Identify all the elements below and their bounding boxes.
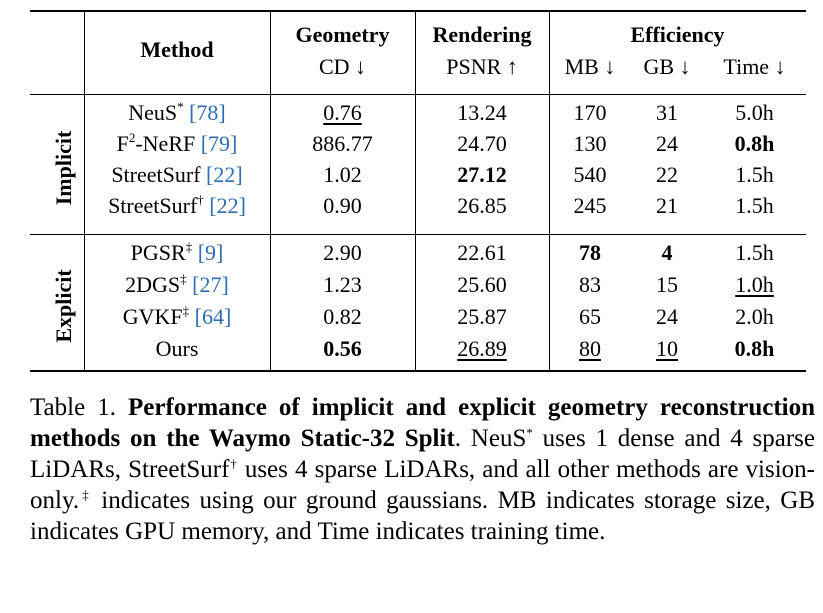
table-row-method: StreetSurf† [22] bbox=[108, 192, 246, 218]
header-method: Method bbox=[140, 37, 214, 62]
table-cell-psnr: 26.85 bbox=[457, 193, 507, 218]
table-cell-time: 0.8h bbox=[734, 336, 775, 361]
table-cell-mb: 80 bbox=[579, 336, 601, 361]
header-psnr: PSNR ↑ bbox=[446, 54, 518, 79]
table-cell-gb: 4 bbox=[661, 240, 673, 265]
table-cell-cd: 0.56 bbox=[323, 336, 362, 361]
table-row-method: Ours bbox=[155, 336, 199, 361]
table-cell-psnr: 24.70 bbox=[457, 131, 507, 156]
table-cell-mb: 83 bbox=[579, 272, 601, 297]
table-cell-psnr: 26.89 bbox=[457, 336, 507, 361]
header-mb: MB ↓ bbox=[564, 54, 616, 79]
table-cell-cd: 0.76 bbox=[323, 100, 362, 125]
vertical-rule-group bbox=[84, 10, 85, 371]
table-cell-gb: 10 bbox=[656, 336, 678, 361]
table-cell-psnr: 22.61 bbox=[457, 240, 507, 265]
header-cd: CD ↓ bbox=[318, 54, 367, 79]
table-cell-mb: 65 bbox=[579, 304, 601, 329]
header-rule bbox=[30, 94, 806, 95]
table-bottom-rule bbox=[30, 370, 806, 372]
table-cell-mb: 130 bbox=[573, 131, 607, 156]
table-cell-time: 1.5h bbox=[735, 162, 774, 187]
group-label-explicit: Explicit bbox=[51, 269, 76, 343]
table-cell-time: 1.0h bbox=[735, 272, 774, 297]
table-row-method: PGSR‡ [9] bbox=[130, 239, 224, 265]
header-rendering: Rendering bbox=[432, 22, 532, 47]
table-caption: Table 1. Performance of implicit and exp… bbox=[30, 394, 815, 545]
table-top-rule bbox=[30, 10, 806, 12]
table-row-method: F2-NeRF [79] bbox=[116, 130, 238, 156]
table-cell-gb: 22 bbox=[656, 162, 678, 187]
table-cell-gb: 31 bbox=[656, 100, 678, 125]
table-cell-cd: 886.77 bbox=[312, 131, 373, 156]
caption-prefix: Table 1. bbox=[30, 394, 116, 421]
table-cell-time: 1.5h bbox=[735, 240, 774, 265]
table-cell-cd: 0.90 bbox=[323, 193, 362, 218]
table-cell-cd: 0.82 bbox=[323, 304, 362, 329]
table-cell-mb: 78 bbox=[579, 240, 601, 265]
table-row-method: 2DGS‡ [27] bbox=[125, 271, 229, 297]
table-cell-psnr: 25.87 bbox=[457, 304, 507, 329]
vertical-rule-method bbox=[270, 10, 271, 371]
table-cell-time: 1.5h bbox=[735, 193, 774, 218]
table-cell-time: 2.0h bbox=[735, 304, 774, 329]
table-cell-psnr: 25.60 bbox=[457, 272, 507, 297]
table-cell-gb: 24 bbox=[656, 131, 678, 156]
table-cell-cd: 1.23 bbox=[323, 272, 362, 297]
vertical-rule-geometry bbox=[415, 10, 416, 371]
header-efficiency: Efficiency bbox=[630, 22, 725, 47]
table-cell-gb: 15 bbox=[656, 272, 678, 297]
table-cell-gb: 24 bbox=[656, 304, 678, 329]
table-cell-mb: 170 bbox=[573, 100, 607, 125]
header-geometry: Geometry bbox=[295, 22, 390, 47]
table-cell-mb: 540 bbox=[573, 162, 607, 187]
table-cell-psnr: 27.12 bbox=[457, 162, 507, 187]
table-row-method: StreetSurf [22] bbox=[111, 162, 243, 187]
table-row-method: NeuS* [78] bbox=[128, 99, 226, 125]
group-rule bbox=[30, 234, 806, 235]
table-cell-time: 0.8h bbox=[734, 131, 775, 156]
table-cell-cd: 2.90 bbox=[323, 240, 362, 265]
table-cell-gb: 21 bbox=[656, 193, 678, 218]
table-row-method: GVKF‡ [64] bbox=[122, 303, 232, 329]
group-label-implicit: Implicit bbox=[51, 130, 76, 206]
table-cell-mb: 245 bbox=[573, 193, 607, 218]
table-cell-psnr: 13.24 bbox=[457, 100, 507, 125]
table-cell-cd: 1.02 bbox=[323, 162, 362, 187]
header-gb: GB ↓ bbox=[643, 54, 691, 79]
header-time: Time ↓ bbox=[723, 54, 786, 79]
table-cell-time: 5.0h bbox=[735, 100, 774, 125]
vertical-rule-rendering bbox=[549, 10, 550, 371]
caption-title: Performance of implicit and explicit geo… bbox=[30, 394, 815, 452]
